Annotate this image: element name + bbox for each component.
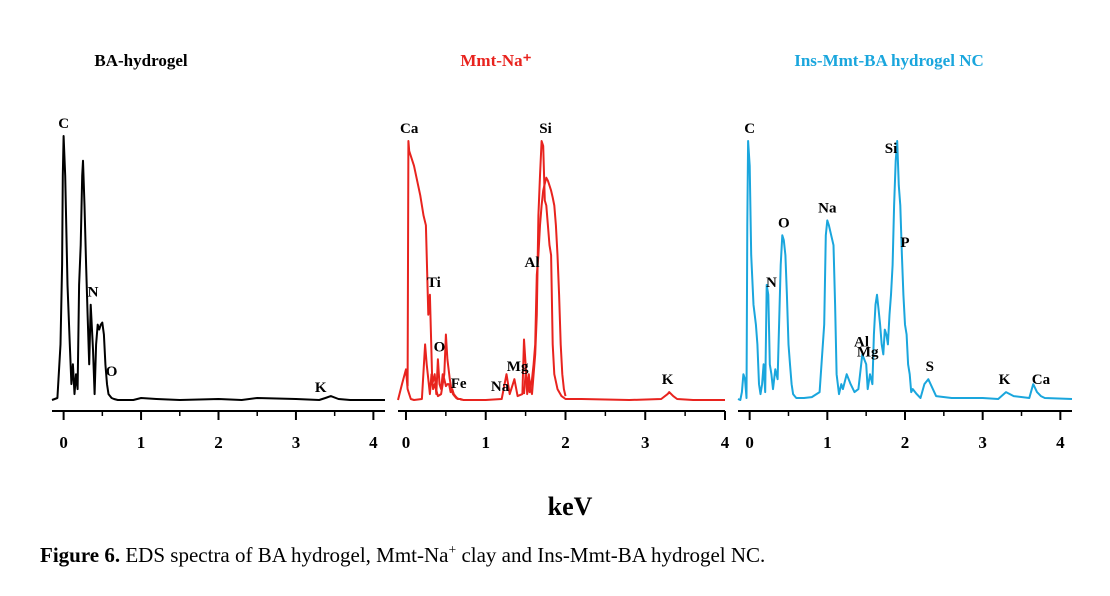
x-tick-label: 0: [745, 433, 754, 452]
peak-label: Al: [524, 255, 539, 271]
x-tick-label: 0: [402, 433, 411, 452]
x-tick-label: 3: [978, 433, 987, 452]
peak-label: K: [662, 372, 674, 388]
peak-label: Na: [491, 379, 510, 395]
x-tick-label: 2: [561, 433, 570, 452]
x-tick-label: 4: [369, 433, 378, 452]
panel-title-mmt-na: Mmt-Na⁺: [460, 51, 531, 70]
x-tick-label: 4: [721, 433, 730, 452]
x-tick-label: 1: [823, 433, 832, 452]
peak-label: N: [766, 275, 777, 291]
peak-label: O: [778, 215, 790, 231]
x-tick-label: 3: [292, 433, 301, 452]
x-tick-label: 2: [901, 433, 910, 452]
panel-title-ins-mmt-ba-hydrogel-nc: Ins-Mmt-BA hydrogel NC: [794, 51, 984, 70]
x-tick-label: 3: [641, 433, 650, 452]
peak-label: Ca: [400, 121, 419, 137]
peak-label: C: [744, 121, 755, 137]
x-tick-label: 4: [1056, 433, 1065, 452]
caption-label: Figure 6.: [40, 543, 121, 567]
figure-caption: Figure 6. EDS spectra of BA hydrogel, Mm…: [40, 543, 765, 568]
peak-label: Fe: [451, 376, 467, 392]
caption-text-after: clay and Ins-Mmt-BA hydrogel NC.: [456, 543, 766, 567]
panel-mmt-na: Mmt-Na⁺ 0 1 2 3 4 Ca O Ti Fe Na Mg Al Si K: [397, 51, 730, 452]
spectrum-line: [51, 135, 385, 401]
panel-title-ba-hydrogel: BA-hydrogel: [94, 51, 187, 70]
caption-text-before: EDS spectra of BA hydrogel, Mmt-Na: [120, 543, 449, 567]
peak-label: K: [999, 372, 1011, 388]
peak-label: N: [88, 285, 99, 301]
peak-label: Si: [539, 121, 552, 137]
peak-label: Mg: [857, 344, 879, 360]
peak-label: K: [315, 380, 327, 396]
peak-label: Ti: [427, 275, 441, 291]
peak-label: Ca: [1032, 372, 1051, 388]
panel-ba-hydrogel: BA-hydrogel 0 1 2 3 4 C N O K: [51, 51, 385, 452]
x-tick-label: 0: [59, 433, 68, 452]
spectrum-line: [737, 140, 1073, 401]
peak-label: Mg: [507, 359, 529, 375]
x-tick-label: 1: [137, 433, 146, 452]
peak-label: P: [900, 235, 909, 251]
caption-superscript: +: [448, 542, 457, 557]
peak-label: Si: [885, 141, 898, 157]
x-axis-label: keV: [548, 492, 593, 521]
spectrum-line: [523, 176, 567, 397]
peak-label: S: [926, 359, 934, 375]
x-tick-label: 2: [214, 433, 223, 452]
eds-spectra-figure: BA-hydrogel 0 1 2 3 4 C N O K Mmt-Na⁺ 0 1 2 3 4 Ca O Ti…: [51, 51, 1073, 521]
peak-label: Na: [818, 200, 837, 216]
spectrum-line: [406, 140, 463, 401]
peak-label: O: [434, 339, 446, 355]
peak-label: C: [58, 116, 69, 132]
x-tick-label: 1: [481, 433, 490, 452]
peak-label: O: [106, 364, 118, 380]
peak-label: Al: [854, 334, 869, 350]
